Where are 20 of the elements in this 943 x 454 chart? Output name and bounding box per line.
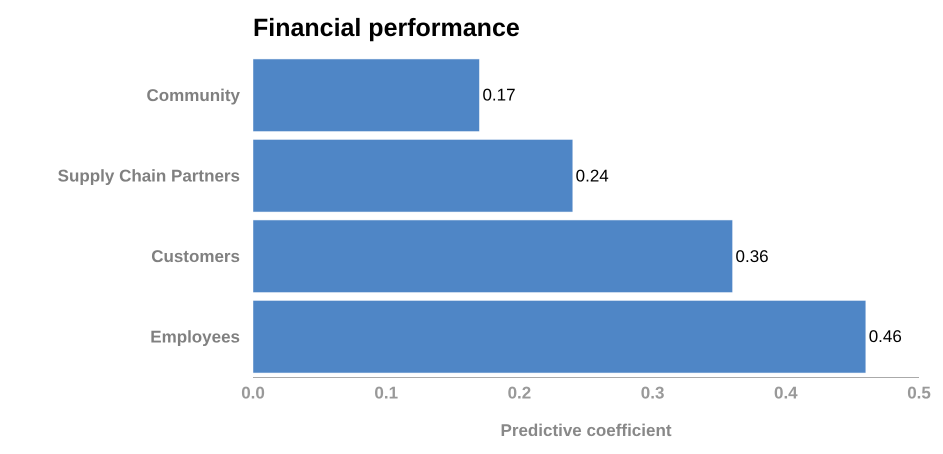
data-label: 0.46 — [868, 327, 902, 346]
x-axis-title: Predictive coefficient — [500, 420, 672, 440]
bar — [253, 300, 866, 374]
x-tick-label: 0.4 — [774, 383, 798, 402]
y-tick-label: Community — [146, 86, 241, 106]
y-tick-label: Customers — [151, 247, 240, 266]
x-tick-label: 0.1 — [374, 383, 398, 402]
data-label: 0.36 — [736, 246, 769, 266]
y-tick-label: Supply Chain Partners — [58, 166, 240, 186]
x-tick-label: 0.0 — [241, 383, 265, 402]
bar — [253, 58, 480, 132]
x-tick-label: 0.2 — [508, 383, 532, 402]
chart-title: Financial performance — [253, 14, 520, 42]
y-tick-label: Employees — [150, 328, 240, 347]
x-tick-label: 0.3 — [640, 383, 664, 402]
data-label: 0.17 — [482, 86, 516, 105]
bar — [253, 139, 573, 212]
data-label: 0.24 — [576, 166, 609, 186]
x-tick-label: 0.5 — [907, 383, 931, 402]
bar — [253, 220, 733, 293]
